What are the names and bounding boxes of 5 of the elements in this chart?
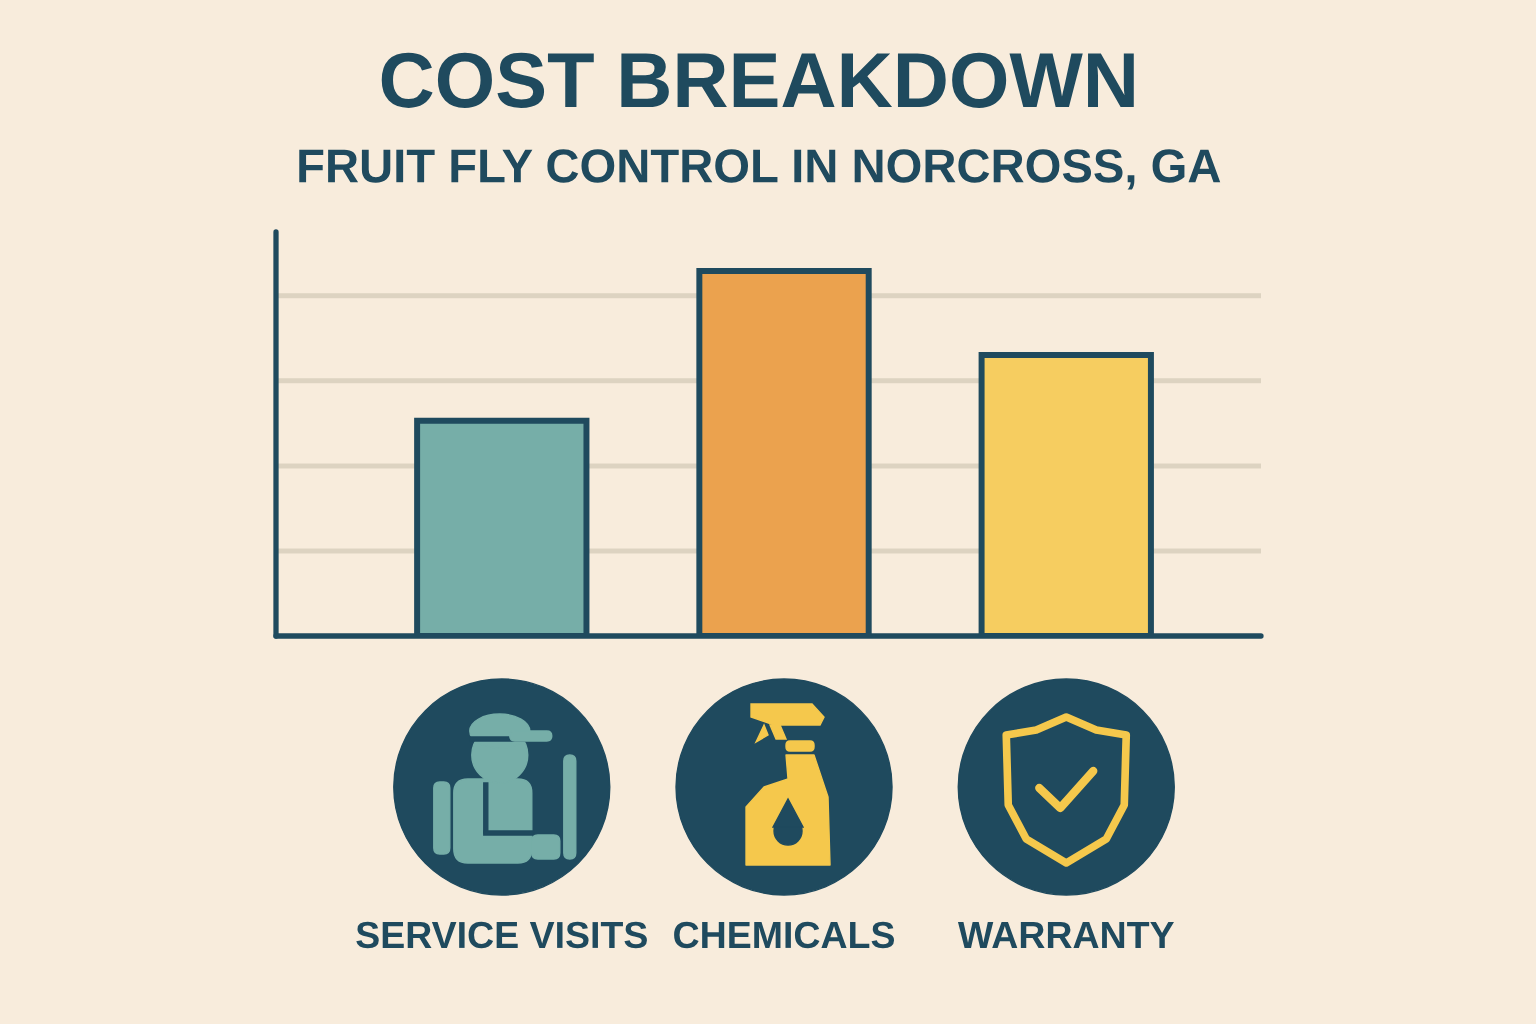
x-tick-label: CHEMICALS <box>674 921 895 949</box>
chart-title: COST BREAKDOWN <box>381 52 1134 108</box>
chart-subtitle: FRUIT FLY CONTROL IN NORCROSS, GA <box>299 149 1221 190</box>
x-tick-label: SERVICE VISITS <box>356 921 647 949</box>
x-tick-label: WARRANTY <box>957 922 1174 948</box>
